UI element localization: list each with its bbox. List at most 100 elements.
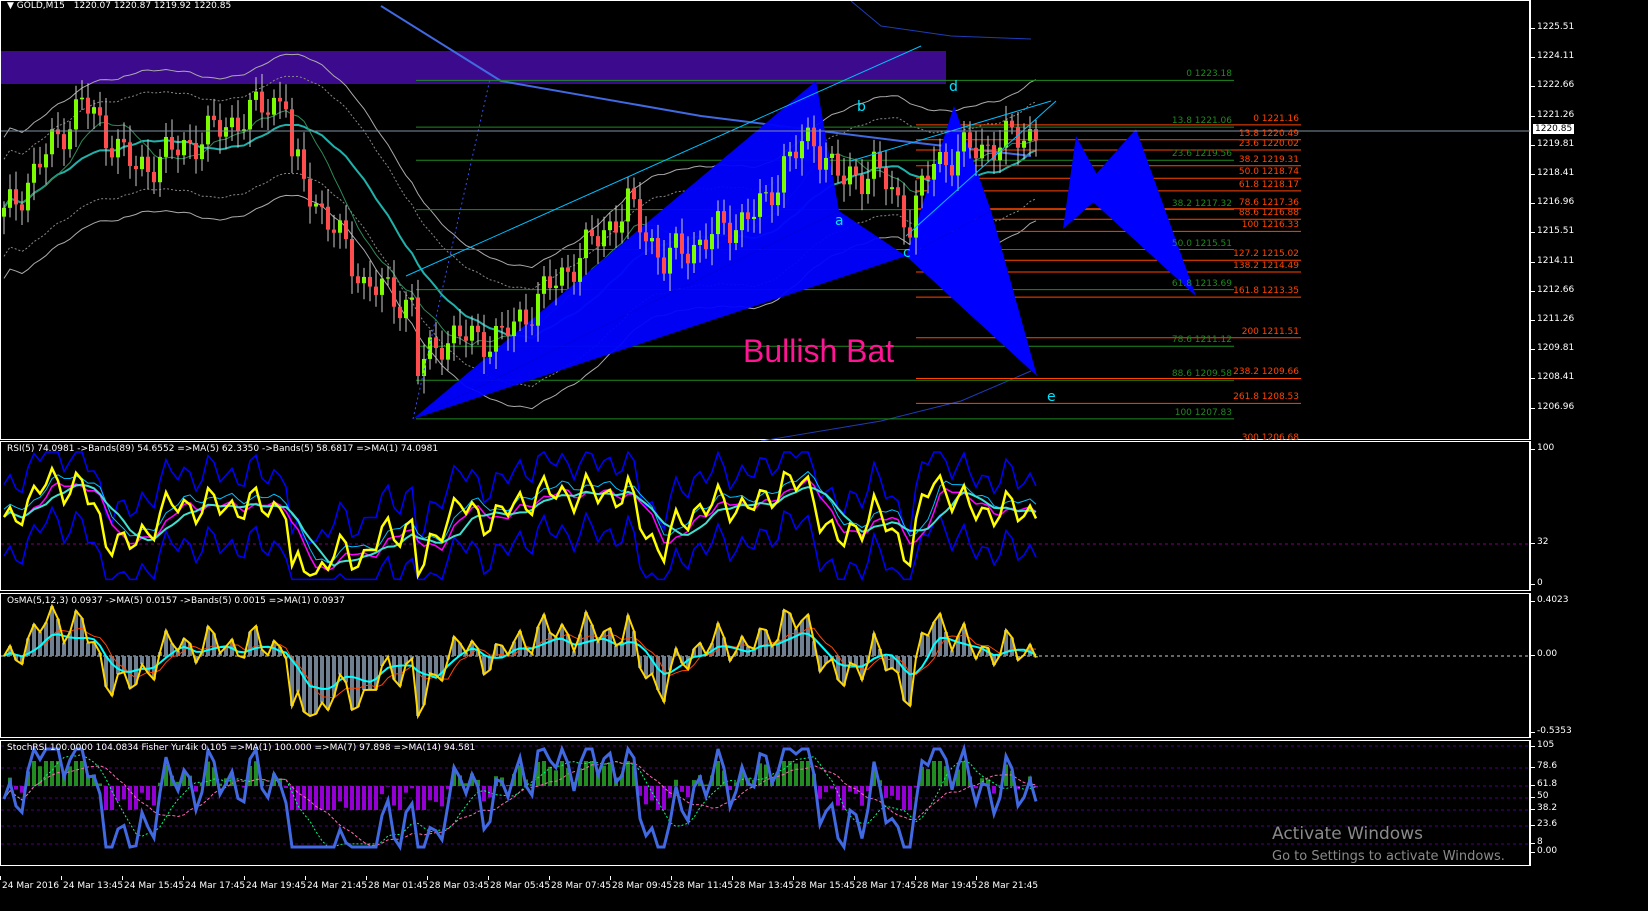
fib-level-label: 78.6 1211.12	[1171, 335, 1232, 346]
trendline-upper[interactable]	[405, 45, 922, 277]
time-axis[interactable]: 24 Mar 2016 24 Mar 13:45 24 Mar 15:45 24 Ma…	[0, 866, 1530, 911]
candle-body	[470, 325, 474, 341]
fib-level-label: 261.8 1208.53	[1233, 392, 1299, 403]
fisher-histogram-bar	[80, 761, 84, 786]
candle-body	[950, 165, 954, 176]
candle-body	[308, 178, 312, 207]
fisher-histogram-bar	[314, 786, 318, 810]
candle-body	[932, 163, 936, 180]
fisher-histogram-bar	[566, 768, 570, 786]
osma-histogram-bar	[536, 626, 540, 656]
price-axis[interactable]: 1225.51 1224.11 1222.66 1221.26 1219.81 1218.…	[1530, 0, 1648, 440]
chart-header: ▼ GOLD,M15 1220.07 1220.87 1219.92 1220.…	[7, 1, 231, 11]
osma-histogram-bar	[8, 645, 12, 656]
pattern-abc-triangle[interactable]	[413, 211, 906, 419]
candle-body	[50, 129, 54, 155]
fisher-histogram-bar	[644, 786, 648, 805]
candle-body	[290, 109, 294, 157]
fisher-histogram-bar	[350, 786, 354, 810]
osma-histogram-bar	[320, 656, 324, 703]
dotted-trendline[interactable]	[412, 78, 491, 420]
candle-body	[704, 239, 708, 250]
fib-level-label: 88.6 1216.88	[1238, 208, 1299, 219]
osma-histogram-bar	[248, 631, 252, 656]
rsi-pane[interactable]: RSI(5) 74.0981 ->Bands(89) 54.6552 =>MA(…	[0, 441, 1531, 592]
fib-level-label: 138.2 1214.49	[1233, 260, 1299, 271]
time-axis-label: 28 Mar 11:45	[670, 876, 734, 891]
fisher-histogram-bar	[116, 786, 120, 801]
osma-histogram-bar	[434, 656, 438, 676]
candle-body	[710, 234, 714, 250]
osma-plot[interactable]	[1, 594, 1531, 739]
fisher-histogram-bar	[344, 786, 348, 808]
supply-zone-rect[interactable]	[1, 51, 946, 84]
candle-body	[98, 107, 102, 116]
fib-level-label: 78.6 1217.36	[1238, 197, 1299, 208]
ohlc-readout: 1220.07 1220.87 1219.92 1220.85	[73, 1, 232, 11]
candle-body	[128, 142, 132, 166]
fisher-histogram-bar	[476, 779, 480, 786]
pattern-xab-triangle[interactable]	[413, 81, 839, 419]
fisher-histogram-bar	[1022, 785, 1026, 786]
fisher-histogram-bar	[800, 761, 804, 786]
osma-histogram-bar	[32, 624, 36, 656]
trendline-channel[interactable]	[905, 100, 1057, 237]
collapse-triangle-icon[interactable]: ▼	[7, 1, 17, 11]
candle-body	[668, 247, 672, 274]
fisher-histogram-bar	[56, 761, 60, 786]
fisher-histogram-bar	[896, 786, 900, 800]
osma-histogram-bar	[968, 644, 972, 656]
fisher-histogram-bar	[866, 786, 870, 792]
fisher-histogram-bar	[428, 786, 432, 801]
osma-histogram-bar	[800, 620, 804, 656]
osma-histogram-bar	[374, 656, 378, 690]
candle-body	[644, 232, 648, 242]
price-axis-label: 1215.51	[1530, 226, 1575, 237]
fisher-histogram-bar	[908, 786, 912, 810]
osma-pane[interactable]: OsMA(5,12,3) 0.0937 ->MA(5) 0.0157 ->Ban…	[0, 593, 1531, 739]
candle-body	[524, 309, 528, 325]
price-chart[interactable]	[1, 1, 1531, 441]
osma-header: OsMA(5,12,3) 0.0937 ->MA(5) 0.0157 ->Ban…	[7, 596, 345, 606]
osma-histogram-bar	[890, 656, 894, 668]
candle-body	[992, 145, 996, 161]
candle-body	[200, 144, 204, 160]
fisher-histogram-bar	[74, 761, 78, 786]
fisher-histogram-bar	[782, 761, 786, 786]
candle-body	[398, 306, 402, 319]
pattern-bcd-triangle[interactable]	[906, 106, 991, 256]
pattern-cde-triangle[interactable]	[906, 211, 1037, 376]
projection-triangle-1[interactable]	[1063, 136, 1106, 229]
osma-histogram-bar	[566, 634, 570, 656]
candle-body	[656, 238, 660, 258]
fisher-histogram-bar	[464, 783, 468, 786]
stochrsi-plot[interactable]	[1, 741, 1531, 867]
candle-body	[830, 153, 834, 158]
point-b-label: b	[857, 99, 866, 115]
candle-body	[878, 151, 882, 168]
stochrsi-pane[interactable]: StochRSI 100.0000 104.0834 Fisher Yur4ik…	[0, 740, 1531, 867]
candle-body	[350, 238, 354, 277]
fisher-histogram-bar	[368, 786, 372, 810]
osma-histogram-bar	[296, 656, 300, 692]
osma-histogram-bar	[956, 636, 960, 656]
fisher-histogram-bar	[632, 765, 636, 786]
osma-histogram-bar	[668, 656, 672, 671]
main-chart-pane[interactable]: ▼ GOLD,M15 1220.07 1220.87 1219.92 1220.…	[0, 0, 1531, 443]
candle-body	[146, 156, 150, 172]
rsi-plot[interactable]	[1, 442, 1531, 592]
fisher-histogram-bar	[758, 763, 762, 786]
candle-body	[62, 134, 66, 150]
candle-body	[458, 325, 462, 337]
osma-histogram-bar	[518, 630, 522, 656]
fisher-histogram-bar	[38, 766, 42, 786]
osma-histogram-bar	[452, 636, 456, 656]
projection-triangle-2[interactable]	[1081, 129, 1196, 296]
candle-body	[980, 144, 984, 159]
osma-histogram-bar	[596, 641, 600, 656]
fisher-histogram-bar	[992, 786, 996, 794]
fib-level-label: 61.8 1213.69	[1171, 278, 1232, 289]
candle-body	[212, 115, 216, 121]
fisher-histogram-bar	[152, 786, 156, 806]
candle-body	[776, 192, 780, 206]
